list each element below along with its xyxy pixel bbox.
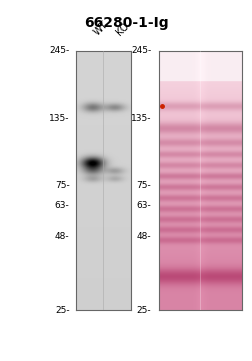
Text: WT: WT	[92, 19, 110, 38]
Text: 135-: 135-	[131, 114, 151, 123]
Text: 245-: 245-	[131, 46, 151, 55]
Text: 25-: 25-	[55, 306, 70, 315]
Text: KO: KO	[114, 21, 131, 38]
Text: 66280-1-Ig: 66280-1-Ig	[84, 16, 168, 30]
Text: 63-: 63-	[55, 201, 70, 210]
Text: 135-: 135-	[49, 114, 70, 123]
Text: 25-: 25-	[137, 306, 151, 315]
Text: 48-: 48-	[137, 232, 151, 241]
Text: 75-: 75-	[137, 181, 151, 190]
Text: 63-: 63-	[137, 201, 151, 210]
Text: 48-: 48-	[55, 232, 70, 241]
Text: 75-: 75-	[55, 181, 70, 190]
Text: 245-: 245-	[49, 46, 70, 55]
